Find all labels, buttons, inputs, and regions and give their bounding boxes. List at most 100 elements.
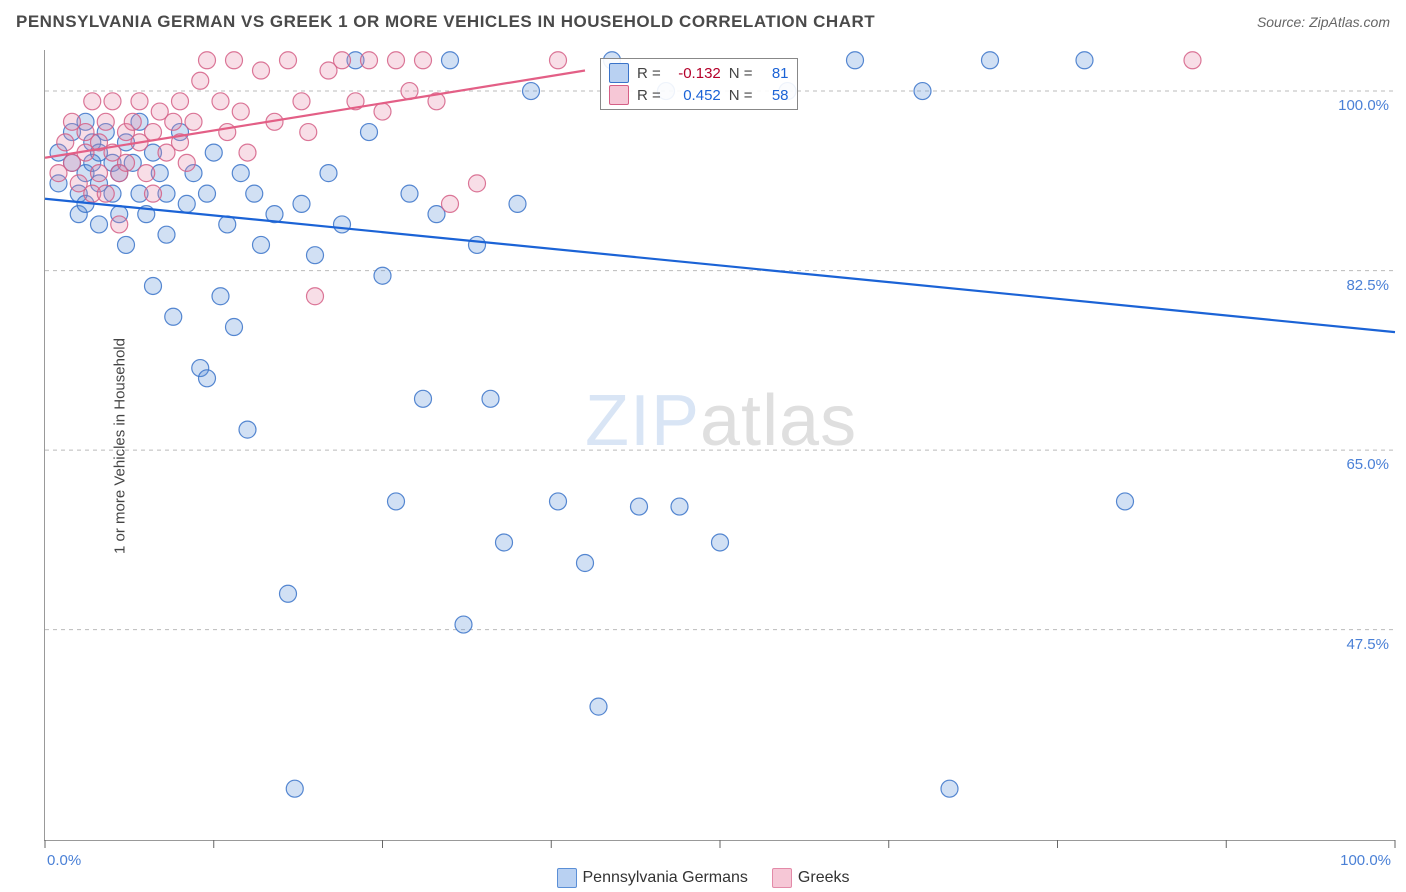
- scatter-point: [118, 236, 135, 253]
- scatter-point: [178, 195, 195, 212]
- y-tick-label: 100.0%: [1338, 97, 1389, 114]
- scatter-point: [550, 493, 567, 510]
- scatter-point: [442, 195, 459, 212]
- scatter-point: [97, 185, 114, 202]
- stat-r-value: -0.132: [669, 65, 721, 82]
- scatter-point: [388, 52, 405, 69]
- stats-row: R =-0.132 N =81: [609, 63, 789, 83]
- scatter-point: [212, 288, 229, 305]
- scatter-point: [226, 52, 243, 69]
- scatter-point: [300, 124, 317, 141]
- scatter-point: [1184, 52, 1201, 69]
- scatter-point: [671, 498, 688, 515]
- scatter-point: [91, 165, 108, 182]
- scatter-point: [509, 195, 526, 212]
- legend-swatch: [772, 868, 792, 888]
- scatter-point: [84, 93, 101, 110]
- scatter-point: [442, 52, 459, 69]
- scatter-point: [550, 52, 567, 69]
- legend-swatch: [557, 868, 577, 888]
- x-tick-label-right: 100.0%: [1340, 852, 1391, 869]
- scatter-point: [712, 534, 729, 551]
- scatter-point: [307, 288, 324, 305]
- scatter-point: [246, 185, 263, 202]
- stats-row: R =0.452 N =58: [609, 85, 789, 105]
- scatter-point: [111, 216, 128, 233]
- y-tick-label: 47.5%: [1346, 636, 1389, 653]
- stats-swatch: [609, 63, 629, 83]
- scatter-point: [280, 52, 297, 69]
- trend-line: [45, 71, 585, 158]
- scatter-chart-svg: [45, 50, 1395, 840]
- scatter-point: [138, 165, 155, 182]
- scatter-point: [914, 83, 931, 100]
- scatter-point: [199, 52, 216, 69]
- scatter-point: [178, 154, 195, 171]
- correlation-stats-box: R =-0.132 N =81R =0.452 N =58: [600, 58, 798, 110]
- scatter-point: [941, 780, 958, 797]
- scatter-point: [239, 421, 256, 438]
- scatter-point: [293, 195, 310, 212]
- legend-item: Pennsylvania Germans: [557, 868, 748, 888]
- scatter-point: [401, 185, 418, 202]
- scatter-point: [158, 226, 175, 243]
- plot-area: ZIPatlas R =-0.132 N =81R =0.452 N =58 4…: [44, 50, 1395, 841]
- x-tick-label-left: 0.0%: [47, 852, 81, 869]
- scatter-point: [631, 498, 648, 515]
- scatter-point: [374, 267, 391, 284]
- scatter-point: [97, 113, 114, 130]
- scatter-point: [415, 390, 432, 407]
- scatter-point: [334, 52, 351, 69]
- scatter-point: [374, 103, 391, 120]
- scatter-point: [286, 780, 303, 797]
- scatter-point: [91, 216, 108, 233]
- stat-n-value: 81: [761, 65, 789, 82]
- scatter-point: [172, 93, 189, 110]
- scatter-point: [577, 554, 594, 571]
- scatter-point: [165, 308, 182, 325]
- scatter-point: [847, 52, 864, 69]
- scatter-point: [118, 154, 135, 171]
- y-tick-label: 65.0%: [1346, 456, 1389, 473]
- scatter-point: [192, 72, 209, 89]
- scatter-point: [253, 62, 270, 79]
- scatter-point: [982, 52, 999, 69]
- scatter-point: [1117, 493, 1134, 510]
- scatter-point: [320, 165, 337, 182]
- y-tick-label: 82.5%: [1346, 277, 1389, 294]
- legend-label: Pennsylvania Germans: [583, 869, 748, 887]
- scatter-point: [253, 236, 270, 253]
- scatter-point: [124, 113, 141, 130]
- stat-r-value: 0.452: [669, 87, 721, 104]
- series-legend: Pennsylvania GermansGreeks: [0, 868, 1406, 888]
- scatter-point: [165, 113, 182, 130]
- scatter-point: [104, 93, 121, 110]
- scatter-point: [293, 93, 310, 110]
- source-label: Source: ZipAtlas.com: [1257, 14, 1390, 30]
- scatter-point: [1076, 52, 1093, 69]
- scatter-point: [388, 493, 405, 510]
- stat-n-value: 58: [761, 87, 789, 104]
- scatter-point: [482, 390, 499, 407]
- scatter-point: [131, 93, 148, 110]
- scatter-point: [307, 247, 324, 264]
- scatter-point: [185, 113, 202, 130]
- scatter-point: [145, 185, 162, 202]
- scatter-point: [239, 144, 256, 161]
- scatter-point: [523, 83, 540, 100]
- scatter-point: [361, 124, 378, 141]
- scatter-point: [469, 236, 486, 253]
- scatter-point: [205, 144, 222, 161]
- scatter-point: [496, 534, 513, 551]
- scatter-point: [199, 185, 216, 202]
- scatter-point: [199, 370, 216, 387]
- scatter-point: [590, 698, 607, 715]
- scatter-point: [232, 103, 249, 120]
- scatter-point: [280, 585, 297, 602]
- scatter-point: [219, 124, 236, 141]
- scatter-point: [57, 134, 74, 151]
- scatter-point: [455, 616, 472, 633]
- chart-title: PENNSYLVANIA GERMAN VS GREEK 1 OR MORE V…: [16, 12, 875, 32]
- title-bar: PENNSYLVANIA GERMAN VS GREEK 1 OR MORE V…: [0, 0, 1406, 44]
- scatter-point: [469, 175, 486, 192]
